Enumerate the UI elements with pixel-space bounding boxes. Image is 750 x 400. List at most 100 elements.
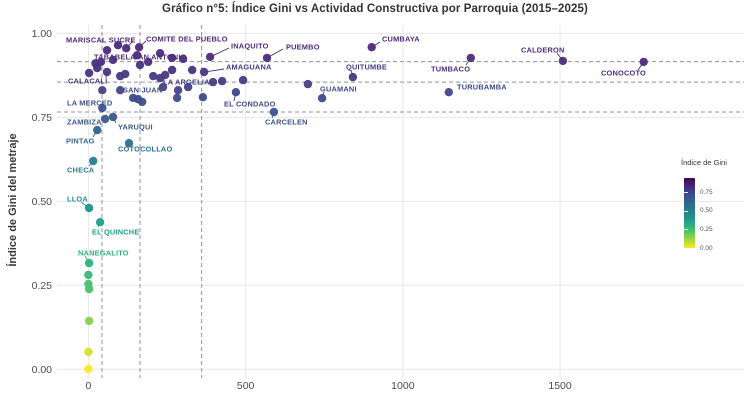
data-point: [183, 82, 193, 92]
data-point: [348, 72, 358, 82]
data-point: [161, 70, 170, 80]
data-point: [128, 93, 138, 103]
point-label: CONOCOTO: [601, 69, 646, 78]
data-point: [122, 44, 131, 53]
data-point: [558, 56, 568, 66]
data-point: [96, 57, 106, 67]
data-point: [133, 51, 142, 60]
data-point: [639, 57, 648, 67]
point-label: MARISCAL SUCRE: [66, 36, 136, 45]
legend-tick-label: 0.75: [700, 188, 713, 196]
data-point: [135, 60, 145, 70]
data-point: [444, 88, 453, 97]
data-point: [98, 86, 107, 95]
y-tick-label: 0.00: [32, 364, 53, 376]
data-point: [262, 53, 272, 63]
x-tick-label: 0: [86, 380, 92, 392]
data-point: [217, 76, 227, 86]
data-point: [208, 77, 218, 87]
data-point: [238, 75, 248, 85]
data-point: [124, 139, 134, 148]
data-point: [173, 86, 183, 95]
data-point: [95, 218, 105, 227]
data-point: [93, 63, 102, 73]
data-point: [84, 68, 94, 78]
data-point: [84, 347, 93, 356]
data-point: [144, 57, 153, 67]
data-point: [84, 203, 94, 213]
legend-colorbar: [684, 178, 695, 248]
data-point: [231, 88, 241, 97]
chart-title: Gráfico n°5: Índice Gini vs Actividad Co…: [162, 3, 588, 15]
legend-title: Índice de Gini: [681, 158, 727, 167]
point-label: CARCELEN: [265, 118, 308, 127]
x-tick-label: 1000: [391, 380, 415, 392]
y-tick-label: 0.25: [32, 280, 53, 292]
legend-tickmark: [684, 248, 688, 249]
legend-tick-label: 0.00: [700, 244, 713, 252]
point-label: EL QUINCHE: [92, 228, 139, 237]
point-label: CHECA: [67, 166, 95, 175]
data-point: [149, 71, 158, 81]
legend: Índice de Gini 0.75 0.50 0.25 0.00: [681, 158, 750, 252]
data-point: [188, 65, 197, 75]
point-label: EL CONDADO: [224, 100, 276, 109]
point-label: SAN ANTONIO: [133, 53, 187, 62]
data-point: [167, 53, 177, 63]
data-point: [89, 156, 98, 166]
point-label: AMAGUANA: [226, 63, 272, 72]
data-point: [100, 114, 110, 124]
point-label: CALDERON: [521, 46, 564, 55]
data-point: [155, 49, 165, 58]
data-point: [178, 54, 188, 64]
data-point: [116, 86, 125, 95]
point-label: SAN JUAN: [123, 86, 162, 95]
data-point: [113, 41, 123, 50]
data-point: [172, 93, 182, 103]
legend-tickmark: [684, 192, 688, 194]
data-point: [84, 284, 94, 294]
x-tick-label: 1500: [548, 380, 572, 392]
point-label: TURUBAMBA: [457, 83, 507, 92]
data-point: [84, 258, 94, 268]
y-tick-label: 0.75: [32, 112, 53, 124]
y-tick-label: 1.00: [32, 28, 53, 40]
legend-tickmark: [684, 229, 688, 231]
point-label: TABABELA: [94, 53, 136, 62]
point-label: TUMBACO: [431, 65, 470, 74]
data-point: [102, 46, 112, 55]
data-point: [205, 52, 215, 62]
point-label: CUMBAYA: [382, 35, 420, 44]
data-point: [108, 55, 118, 65]
data-point: [198, 93, 208, 102]
data-point: [317, 94, 327, 103]
legend-tick-label: 0.50: [700, 207, 713, 215]
point-label: LLOA: [67, 195, 88, 204]
point-label: COTOCOLLAO: [118, 145, 172, 154]
data-point: [367, 43, 376, 52]
point-label: CALACALI: [68, 77, 107, 86]
data-point: [303, 79, 313, 89]
point-label: COMITE DEL PUEBLO: [146, 35, 228, 44]
x-tick-label: 500: [237, 380, 255, 392]
y-tick-label: 0.50: [32, 196, 53, 208]
data-point: [269, 107, 279, 117]
data-point: [93, 125, 102, 135]
data-point: [466, 53, 475, 63]
point-label: LA ARGELIA: [163, 78, 210, 87]
data-point: [84, 316, 94, 326]
data-point: [102, 67, 112, 77]
point-label: PINTAG: [66, 137, 95, 146]
data-point: [199, 67, 209, 77]
point-label: YARUQUI: [118, 123, 153, 132]
data-point: [167, 65, 177, 75]
point-label: QUITUMBE: [346, 63, 387, 72]
point-label: INAQUITO: [231, 42, 269, 51]
legend-tickmark: [684, 210, 688, 212]
point-label: PUEMBO: [286, 43, 320, 52]
data-point: [84, 364, 93, 374]
point-label: NANEGALITO: [78, 249, 129, 258]
data-point: [121, 69, 130, 79]
